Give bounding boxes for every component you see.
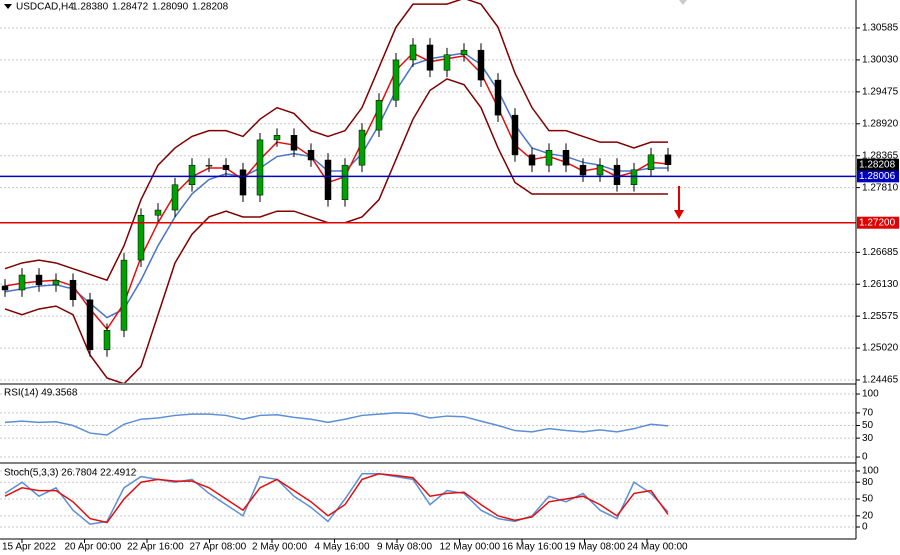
- stoch-title: Stoch(5,3,3) 26.7804 22.4912: [4, 468, 137, 479]
- x-tick-label: 2 May 00:00: [252, 542, 307, 553]
- x-tick-label: 22 Apr 16:00: [127, 542, 184, 553]
- candle-body: [18, 274, 26, 291]
- candle-body: [511, 114, 519, 156]
- x-tick-label: 4 May 16:00: [315, 542, 370, 553]
- y-tick-label: 20: [862, 510, 874, 521]
- candle-body: [647, 154, 655, 171]
- candle-body: [596, 164, 604, 176]
- candle-body: [273, 135, 281, 141]
- candle-body: [205, 164, 213, 167]
- y-tick-label: 1.26685: [862, 247, 899, 258]
- candle-body: [137, 214, 145, 261]
- indicator-line: [4, 52, 669, 331]
- indicator-line: [4, 473, 669, 524]
- candle-body: [562, 149, 570, 166]
- candle-body: [69, 279, 77, 301]
- candle-body: [239, 169, 247, 196]
- candle-body: [256, 139, 264, 196]
- down-arrow-head: [674, 210, 684, 219]
- candle-body: [103, 330, 111, 351]
- y-tick-label: 1.25020: [862, 343, 899, 354]
- candle-body: [188, 164, 196, 185]
- symbol: USDCAD,H4: [16, 2, 74, 13]
- candle-body: [494, 79, 502, 116]
- y-tick-label: 0: [862, 522, 868, 533]
- x-tick-label: 12 May 00:00: [440, 542, 501, 553]
- candle-body: [392, 59, 400, 101]
- ohlc-open: 1.28380: [72, 2, 109, 13]
- candle-body: [120, 259, 128, 331]
- candle-body: [443, 54, 451, 71]
- candle-body: [86, 299, 94, 351]
- candle-body: [528, 154, 536, 166]
- candle-body: [426, 44, 434, 71]
- shift-marker: [679, 0, 687, 5]
- panel-1: [4, 412, 669, 436]
- y-tick-label: 1.30030: [862, 55, 899, 66]
- candle-body: [630, 169, 638, 185]
- level-label: 1.28006: [859, 171, 896, 182]
- candle-body: [341, 164, 349, 200]
- candle-body: [1, 285, 9, 291]
- ohlc-low: 1.28090: [152, 2, 189, 13]
- x-tick-label: 27 Apr 08:00: [190, 542, 247, 553]
- candle-body: [35, 274, 43, 286]
- plot-layer: [0, 0, 856, 528]
- y-tick-label: 1.27810: [862, 182, 899, 193]
- y-tick-label: 1.26130: [862, 279, 899, 290]
- last-price-box: [857, 158, 899, 171]
- y-tick-label: 1.25575: [862, 311, 899, 322]
- y-tick-label: 70: [862, 408, 874, 419]
- candle-body: [154, 209, 162, 216]
- level-label-box: [857, 170, 899, 183]
- y-tick-label: 80: [862, 477, 874, 488]
- indicator-line: [4, 412, 669, 436]
- candle-body: [477, 49, 485, 81]
- y-tick-label: 100: [862, 466, 879, 477]
- menu-arrow[interactable]: [4, 4, 12, 9]
- indicator-line: [4, 52, 668, 319]
- y-tick-label: 0: [862, 452, 868, 463]
- candle-body: [613, 164, 621, 185]
- candle-body: [307, 149, 315, 161]
- y-tick-label: 30: [862, 433, 874, 444]
- candle-body: [409, 44, 417, 61]
- panel-0: [1, 0, 672, 383]
- candle-body: [664, 154, 672, 165]
- candle-body: [52, 279, 60, 286]
- y-tick-label: 50: [862, 420, 874, 431]
- level-label: 1.27200: [859, 217, 896, 228]
- x-tick-label: 9 May 08:00: [377, 542, 432, 553]
- y-tick-label: 1.30585: [862, 23, 899, 34]
- x-tick-label: 20 Apr 00:00: [65, 542, 122, 553]
- candle-body: [171, 184, 179, 211]
- panel-2: [4, 473, 669, 526]
- rsi-title: RSI(14) 49.3568: [4, 388, 78, 399]
- indicator-line: [4, 0, 668, 282]
- candle-body: [358, 129, 366, 166]
- x-tick-label: 15 Apr 2022: [2, 542, 56, 553]
- candle-body: [579, 164, 587, 176]
- y-tick-label: 1.29475: [862, 86, 899, 97]
- candle-body: [222, 164, 230, 171]
- x-tick-label: 16 May 16:00: [502, 542, 563, 553]
- last-price-label: 1.28208: [859, 159, 896, 170]
- y-tick-label: 1.24465: [862, 375, 899, 386]
- candle-body: [460, 49, 468, 56]
- y-tick-label: 1.28365: [862, 150, 899, 161]
- x-tick-label: 19 May 08:00: [565, 542, 626, 553]
- candle-body: [375, 99, 383, 131]
- candle-body: [545, 149, 553, 166]
- candle-body: [290, 135, 298, 151]
- x-tick-label: 24 May 00:00: [627, 542, 688, 553]
- y-tick-label: 1.28920: [862, 118, 899, 129]
- y-tick-label: 100: [862, 389, 879, 400]
- ohlc-close: 1.28208: [192, 2, 229, 13]
- y-tick-label: 50: [862, 494, 874, 505]
- ohlc-high: 1.28472: [112, 2, 149, 13]
- candle-body: [324, 159, 332, 200]
- level-label-box: [857, 216, 899, 229]
